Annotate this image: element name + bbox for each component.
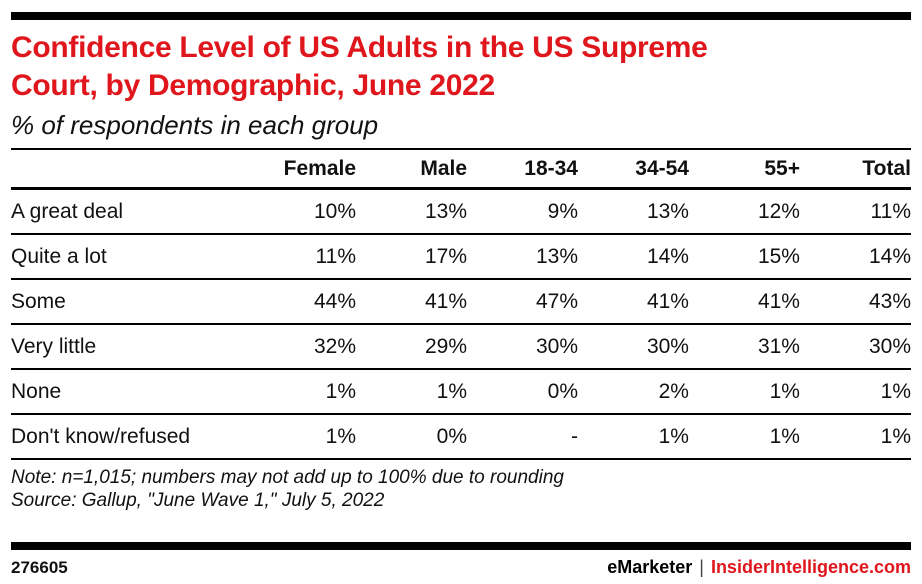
cell-value: 2% [578, 369, 689, 415]
cell-value: 14% [578, 234, 689, 280]
cell-value: 44% [245, 279, 357, 325]
cell-value: 11% [799, 188, 911, 235]
column-header: Male [356, 149, 468, 190]
row-label: Quite a lot [11, 234, 246, 280]
table-row: Don't know/refused 1% 0% -1% 1% 1% [11, 414, 911, 460]
cell-value: 1% [688, 414, 800, 460]
chart-title: Confidence Level of US Adults in the US … [11, 29, 911, 105]
cell-value: 15% [688, 234, 800, 280]
source-text: Source: Gallup, "June Wave 1," July 5, 2… [11, 490, 385, 511]
column-header: 55+ [688, 149, 800, 190]
cell-value: 30% [578, 324, 689, 370]
cell-value: 1% [799, 414, 911, 460]
cell-value: 32% [245, 324, 357, 370]
note-text: Note: n=1,015; numbers may not add up to… [11, 467, 564, 488]
cell-value: 30% [799, 324, 911, 370]
cell-value: 10% [245, 188, 357, 235]
footer: 276605 eMarketer | InsiderIntelligence.com [11, 542, 911, 584]
cell-value: 1% [688, 369, 800, 415]
table-header-row: Female Male 18-34 34-54 55+ Total [11, 149, 911, 190]
cell-value: 13% [578, 188, 689, 235]
row-label: Don't know/refused [11, 414, 246, 460]
column-header-label [11, 149, 246, 190]
cell-value: 31% [688, 324, 800, 370]
table-row: None 1% 1% 0% 2% 1% 1% [11, 369, 911, 415]
column-header: Total [799, 149, 911, 190]
row-label: Very little [11, 324, 246, 370]
chart-title-line2: Court, by Demographic, June 2022 [11, 69, 495, 102]
row-label: Some [11, 279, 246, 325]
row-label: A great deal [11, 188, 246, 235]
cell-value: 41% [356, 279, 468, 325]
cell-value: 1% [799, 369, 911, 415]
cell-value: 47% [467, 279, 578, 325]
data-table: Female Male 18-34 34-54 55+ Total A great dea… [11, 148, 911, 460]
column-header: 34-54 [578, 149, 689, 190]
chart-id: 276605 [11, 558, 68, 577]
cell-value: 14% [799, 234, 911, 280]
cell-value: 0% [356, 414, 468, 460]
chart-card: Confidence Level of US Adults in the US … [0, 12, 922, 584]
cell-value: 11% [245, 234, 357, 280]
chart-title-line1: Confidence Level of US Adults in the US … [11, 31, 708, 64]
cell-value: 43% [799, 279, 911, 325]
cell-value: 1% [356, 369, 468, 415]
table-body: A great deal 10% 13% 9% 13% 12% 11% Quite a lot… [11, 188, 911, 460]
cell-value: 13% [356, 188, 468, 235]
cell-value: - [467, 414, 578, 460]
cell-value: 41% [688, 279, 800, 325]
footer-row: 276605 eMarketer | InsiderIntelligence.com [11, 557, 911, 578]
cell-value: 29% [356, 324, 468, 370]
cell-value: 1% [578, 414, 689, 460]
notes-block: Note: n=1,015; numbers may not add up to… [11, 466, 911, 512]
cell-value: 41% [578, 279, 689, 325]
brand-emarketer: eMarketer [607, 557, 693, 577]
cell-value: 30% [467, 324, 578, 370]
cell-value: 17% [356, 234, 468, 280]
brand-site-link[interactable]: InsiderIntelligence.com [710, 557, 911, 577]
table-header: Female Male 18-34 34-54 55+ Total [11, 149, 911, 190]
table-row: Some 44% 41% 47% 41% 41% 43% [11, 279, 911, 325]
cell-value: 0% [467, 369, 578, 415]
cell-value: 1% [245, 369, 357, 415]
table-row: A great deal 10% 13% 9% 13% 12% 11% [11, 188, 911, 235]
cell-value: 12% [688, 188, 800, 235]
cell-value: 13% [467, 234, 578, 280]
cell-value: 9% [467, 188, 578, 235]
bottom-divider [11, 542, 911, 550]
cell-value: 1% [245, 414, 357, 460]
row-label: None [11, 369, 246, 415]
brand-line: eMarketer | InsiderIntelligence.com [607, 557, 911, 578]
table-row: Quite a lot 11% 17% 13% 14% 15% 14% [11, 234, 911, 280]
chart-subtitle: % of respondents in each group [11, 110, 379, 140]
table-row: Very little 32% 29% 30% 30% 31% 30% [11, 324, 911, 370]
top-divider [11, 12, 911, 20]
column-header: Female [245, 149, 357, 190]
column-header: 18-34 [467, 149, 578, 190]
brand-separator: | [699, 557, 704, 577]
